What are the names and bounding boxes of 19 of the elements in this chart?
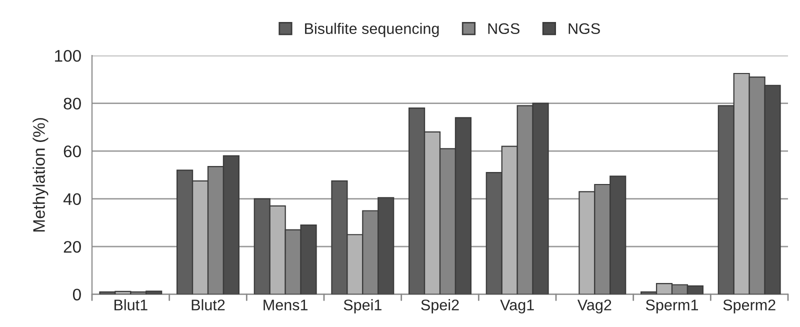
y-tick-label: 60 <box>64 145 81 158</box>
x-tick-label: Blut2 <box>192 299 225 310</box>
y-tick-label: 0 <box>72 288 81 301</box>
x-tick-label: Spei2 <box>421 299 459 314</box>
y-tick-label: 100 <box>55 50 81 62</box>
legend-label: NGS <box>488 23 520 34</box>
y-tick-label: 40 <box>63 193 81 206</box>
x-tick-label: Spei1 <box>344 299 382 314</box>
x-tick-label: Blut1 <box>114 299 148 310</box>
legend-label: NGS <box>568 23 600 34</box>
x-tick-label: Vag2 <box>577 300 612 314</box>
x-tick-label: Sperm1 <box>646 300 698 314</box>
x-tick-label: Sperm2 <box>723 300 776 314</box>
legend-label: Bisulfite sequencing <box>305 22 439 38</box>
x-tick-label: Vag1 <box>500 300 534 314</box>
y-tick-label: 20 <box>64 240 81 253</box>
x-tick-label: Mens1 <box>264 300 308 310</box>
y-axis-title: Methylation (%) <box>32 118 48 232</box>
y-tick-label: 80 <box>64 98 81 110</box>
